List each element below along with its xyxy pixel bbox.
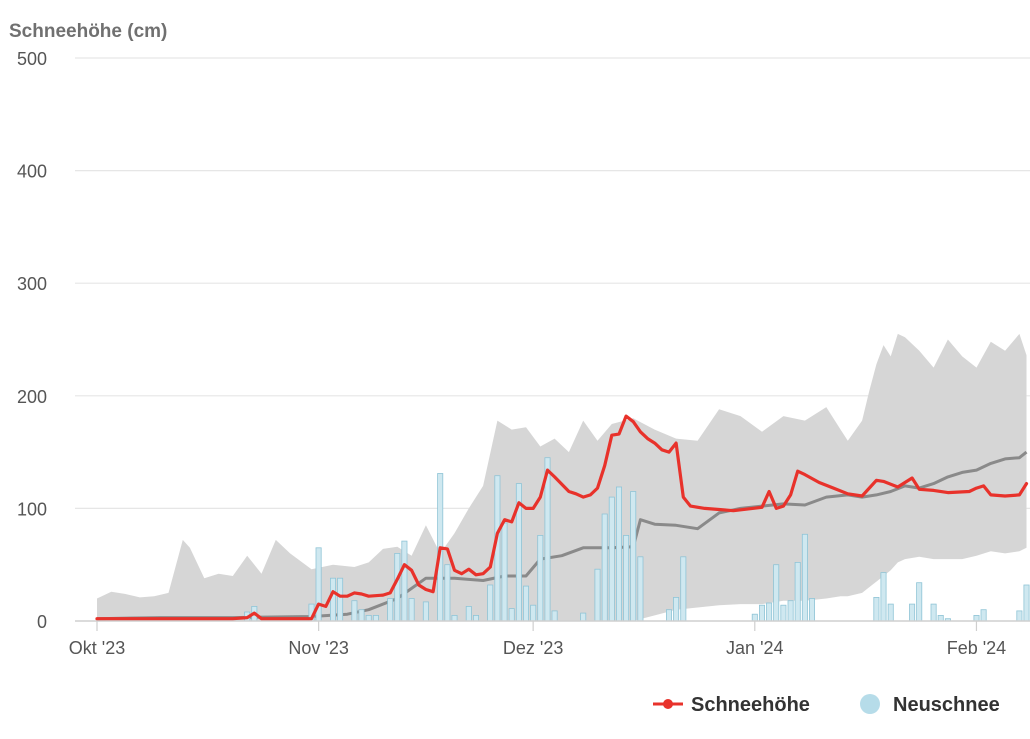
neuschnee-bar-33[interactable] xyxy=(608,496,615,622)
neuschnee-bar-56[interactable] xyxy=(937,615,944,622)
neuschnee-bar-31[interactable] xyxy=(594,568,601,622)
neuschnee-bar-41[interactable] xyxy=(751,613,758,622)
neuschnee-bar-32[interactable] xyxy=(601,513,608,622)
neuschnee-bar-12[interactable] xyxy=(401,540,408,622)
y-tick-400: 400 xyxy=(17,162,47,182)
neuschnee-bar-20[interactable] xyxy=(487,584,494,622)
neuschnee-bar-52[interactable] xyxy=(887,603,894,622)
neuschnee-bar-43[interactable] xyxy=(766,602,773,622)
y-axis-label: Schneehöhe (cm) xyxy=(9,21,167,42)
neuschnee-bar-36[interactable] xyxy=(630,491,637,622)
x-tick-0: Okt '23 xyxy=(69,638,125,658)
neuschnee-bar-9[interactable] xyxy=(372,615,379,622)
neuschnee-bar-22[interactable] xyxy=(501,522,508,622)
neuschnee-bar-42[interactable] xyxy=(759,604,766,622)
neuschnee-bar-46[interactable] xyxy=(787,600,794,622)
neuschnee-bar-50[interactable] xyxy=(873,597,880,622)
range-band xyxy=(97,333,1027,621)
x-tick-4: Feb '24 xyxy=(947,638,1006,658)
y-tick-300: 300 xyxy=(17,274,47,294)
neuschnee-bar-18[interactable] xyxy=(465,606,472,622)
neuschnee-bar-23[interactable] xyxy=(508,608,515,622)
neuschnee-bar-55[interactable] xyxy=(930,603,937,622)
neuschnee-bar-53[interactable] xyxy=(909,603,916,622)
neuschnee-bar-35[interactable] xyxy=(623,535,630,622)
y-tick-labels: 0 100 200 300 400 500 xyxy=(17,49,47,632)
schneehoehe-line xyxy=(95,414,1029,621)
legend-label-neuschnee: Neuschnee xyxy=(893,694,1000,716)
neuschnee-bar-58[interactable] xyxy=(973,615,980,622)
average-line xyxy=(96,450,1028,621)
neuschnee-bar-47[interactable] xyxy=(794,562,801,622)
x-tick-3: Jan '24 xyxy=(726,638,783,658)
neuschnee-bar-49[interactable] xyxy=(809,598,816,622)
neuschnee-bar-10[interactable] xyxy=(387,598,394,622)
neuschnee-bar-4[interactable] xyxy=(329,577,336,622)
neuschnee-bar-17[interactable] xyxy=(451,615,458,622)
neuschnee-bar-48[interactable] xyxy=(801,533,808,622)
neuschnee-legend-marker xyxy=(860,694,880,714)
neuschnee-bar-5[interactable] xyxy=(337,577,344,622)
neuschnee-bar-61[interactable] xyxy=(1023,584,1030,622)
neuschnee-bar-59[interactable] xyxy=(980,609,987,622)
legend: Schneehöhe Neuschnee xyxy=(653,694,1000,716)
neuschnee-bar-26[interactable] xyxy=(530,604,537,622)
neuschnee-bar-60[interactable] xyxy=(1016,610,1023,622)
neuschnee-bar-8[interactable] xyxy=(365,615,372,622)
neuschnee-bar-11[interactable] xyxy=(394,553,401,622)
neuschnee-bar-29[interactable] xyxy=(551,610,558,622)
neuschnee-bar-27[interactable] xyxy=(537,535,544,622)
x-tick-1: Nov '23 xyxy=(288,638,348,658)
y-tick-100: 100 xyxy=(17,499,47,519)
y-tick-0: 0 xyxy=(37,612,47,632)
neuschnee-bar-19[interactable] xyxy=(472,615,479,622)
neuschnee-bar-38[interactable] xyxy=(666,609,673,622)
schneehoehe-legend-marker xyxy=(663,699,673,709)
legend-item-schneehoehe[interactable]: Schneehöhe xyxy=(653,694,810,716)
neuschnee-bar-13[interactable] xyxy=(408,598,415,622)
neuschnee-bar-45[interactable] xyxy=(780,604,787,622)
neuschnee-bar-39[interactable] xyxy=(673,597,680,622)
neuschnee-bar-40[interactable] xyxy=(680,556,687,622)
neuschnee-bar-51[interactable] xyxy=(880,572,887,622)
neuschnee-bar-54[interactable] xyxy=(916,582,923,622)
neuschnee-bar-14[interactable] xyxy=(422,601,429,622)
legend-label-schneehoehe: Schneehöhe xyxy=(691,694,810,716)
neuschnee-bar-6[interactable] xyxy=(351,600,358,622)
neuschnee-bar-16[interactable] xyxy=(444,564,451,622)
neuschnee-bar-34[interactable] xyxy=(616,486,623,622)
x-tick-2: Dez '23 xyxy=(503,638,563,658)
legend-item-neuschnee[interactable]: Neuschnee xyxy=(860,694,1000,716)
neuschnee-bar-44[interactable] xyxy=(773,564,780,622)
y-tick-500: 500 xyxy=(17,49,47,69)
neuschnee-bar-37[interactable] xyxy=(637,556,644,622)
y-tick-200: 200 xyxy=(17,387,47,407)
neuschnee-bar-30[interactable] xyxy=(580,612,587,622)
neuschnee-bar-25[interactable] xyxy=(523,585,530,622)
neuschnee-bar-7[interactable] xyxy=(358,609,365,622)
x-tick-labels: Okt '23 Nov '23 Dez '23 Jan '24 Feb '24 xyxy=(69,621,1006,658)
